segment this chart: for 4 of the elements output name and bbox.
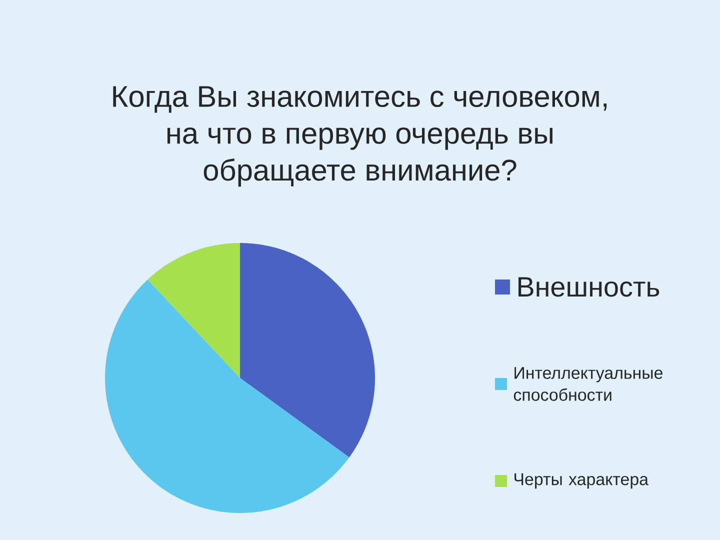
legend-label: Внешность: [518, 277, 660, 297]
legend-label: Черты характера: [514, 473, 649, 489]
legend-label: Интеллектуальные способности: [514, 367, 662, 401]
chart-title: Когда Вы знакомитесь с человеком, на что в первую очередь вы обращаете внимание?: [113, 86, 607, 187]
